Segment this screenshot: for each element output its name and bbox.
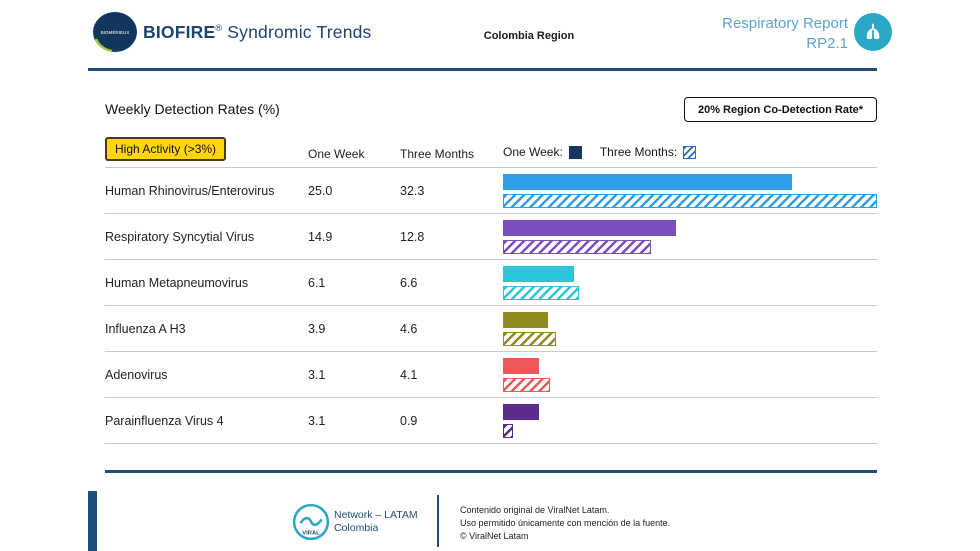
virus-name: Parainfluenza Virus 4 bbox=[105, 413, 224, 428]
table-row: Parainfluenza Virus 4 3.1 0.9 bbox=[105, 398, 877, 444]
one-week-bar bbox=[503, 358, 539, 374]
virus-name: Influenza A H3 bbox=[105, 321, 186, 336]
legend-one-week-label: One Week: bbox=[503, 145, 563, 159]
footer-corner-bar bbox=[88, 491, 97, 551]
network-line2: Colombia bbox=[334, 522, 379, 534]
legal-line1: Contenido original de ViralNet Latam. bbox=[460, 505, 610, 515]
table-row: Human Rhinovirus/Enterovirus 25.0 32.3 bbox=[105, 168, 877, 214]
three-months-value: 0.9 bbox=[400, 413, 418, 428]
section-title: Weekly Detection Rates (%) bbox=[105, 101, 280, 117]
lungs-icon bbox=[866, 23, 880, 40]
virus-name: Adenovirus bbox=[105, 367, 168, 382]
column-header-three-months: Three Months bbox=[400, 147, 475, 161]
bar-group bbox=[503, 260, 877, 305]
three-months-value: 4.1 bbox=[400, 367, 418, 382]
page-title: BIOFIRE® Syndromic Trends bbox=[143, 22, 372, 43]
report-title: Respiratory Report bbox=[722, 15, 848, 32]
virus-name: Human Metapneumovirus bbox=[105, 275, 249, 290]
one-week-value: 3.9 bbox=[308, 321, 326, 336]
bar-group bbox=[503, 168, 877, 213]
legend-three-months-label: Three Months: bbox=[599, 145, 678, 159]
table-row: Human Metapneumovirus 6.1 6.6 bbox=[105, 260, 877, 306]
three-months-value: 6.6 bbox=[400, 275, 418, 290]
bar-group bbox=[503, 214, 877, 259]
one-week-bar bbox=[503, 220, 676, 236]
one-week-value: 3.1 bbox=[308, 413, 326, 428]
three-months-bar bbox=[503, 378, 551, 392]
three-months-value: 4.6 bbox=[400, 321, 418, 336]
three-months-bar bbox=[503, 194, 877, 208]
registered-mark: ® bbox=[215, 23, 223, 34]
three-months-bar bbox=[503, 240, 652, 254]
virus-name: Respiratory Syncytial Virus bbox=[105, 229, 255, 244]
virus-name: Human Rhinovirus/Enterovirus bbox=[105, 183, 275, 198]
legend-three-months-swatch bbox=[683, 145, 697, 159]
three-months-value: 32.3 bbox=[400, 183, 425, 198]
biomerieux-logo: BIOMÉRIEUX bbox=[93, 12, 137, 53]
one-week-value: 14.9 bbox=[308, 229, 333, 244]
table-row: Respiratory Syncytial Virus 14.9 12.8 bbox=[105, 214, 877, 260]
three-months-bar bbox=[503, 286, 580, 300]
legal-line3: © ViralNet Latam bbox=[460, 531, 529, 541]
one-week-bar bbox=[503, 266, 574, 282]
table-row: Influenza A H3 3.9 4.6 bbox=[105, 306, 877, 352]
brand-suffix: Syndromic Trends bbox=[222, 22, 372, 42]
viralnet-logo: VIRAL bbox=[292, 503, 330, 541]
report-title-block: Respiratory Report RP2.1 bbox=[722, 14, 848, 54]
one-week-value: 6.1 bbox=[308, 275, 326, 290]
region-label: Colombia Region bbox=[483, 30, 575, 42]
one-week-value: 25.0 bbox=[308, 183, 333, 198]
chart-legend: One Week: Three Months: bbox=[503, 145, 697, 159]
legend-one-week-swatch bbox=[568, 145, 582, 159]
table-row: Adenovirus 3.1 4.1 bbox=[105, 352, 877, 398]
codetection-rate-badge: 20% Region Co-Detection Rate* bbox=[684, 97, 877, 122]
three-months-value: 12.8 bbox=[400, 229, 425, 244]
one-week-bar bbox=[503, 312, 549, 328]
three-months-bar bbox=[503, 332, 557, 346]
three-months-bar bbox=[503, 424, 514, 438]
one-week-bar bbox=[503, 174, 793, 190]
column-header-one-week: One Week bbox=[308, 147, 365, 161]
one-week-bar bbox=[503, 404, 539, 420]
biomerieux-logo-text: BIOMÉRIEUX bbox=[101, 29, 130, 35]
bar-group bbox=[503, 398, 877, 443]
lungs-badge bbox=[854, 13, 892, 51]
network-label: Network – LATAM Colombia bbox=[334, 509, 418, 535]
legal-line2: Uso permitido únicamente con mención de … bbox=[460, 518, 671, 528]
header-divider bbox=[88, 68, 877, 71]
bar-group bbox=[503, 306, 877, 351]
footer-vertical-divider bbox=[437, 495, 439, 547]
bar-group bbox=[503, 352, 877, 397]
high-activity-badge: High Activity (>3%) bbox=[105, 137, 227, 161]
one-week-value: 3.1 bbox=[308, 367, 326, 382]
legal-text: Contenido original de ViralNet Latam. Us… bbox=[460, 504, 670, 543]
footer-divider bbox=[105, 470, 877, 473]
viralnet-logo-text: VIRAL bbox=[302, 531, 320, 537]
detection-rows: Human Rhinovirus/Enterovirus 25.0 32.3 Resp… bbox=[105, 167, 877, 444]
brand-name: BIOFIRE bbox=[143, 22, 216, 42]
network-line1: Network – LATAM bbox=[334, 509, 418, 521]
report-version: RP2.1 bbox=[806, 35, 848, 52]
